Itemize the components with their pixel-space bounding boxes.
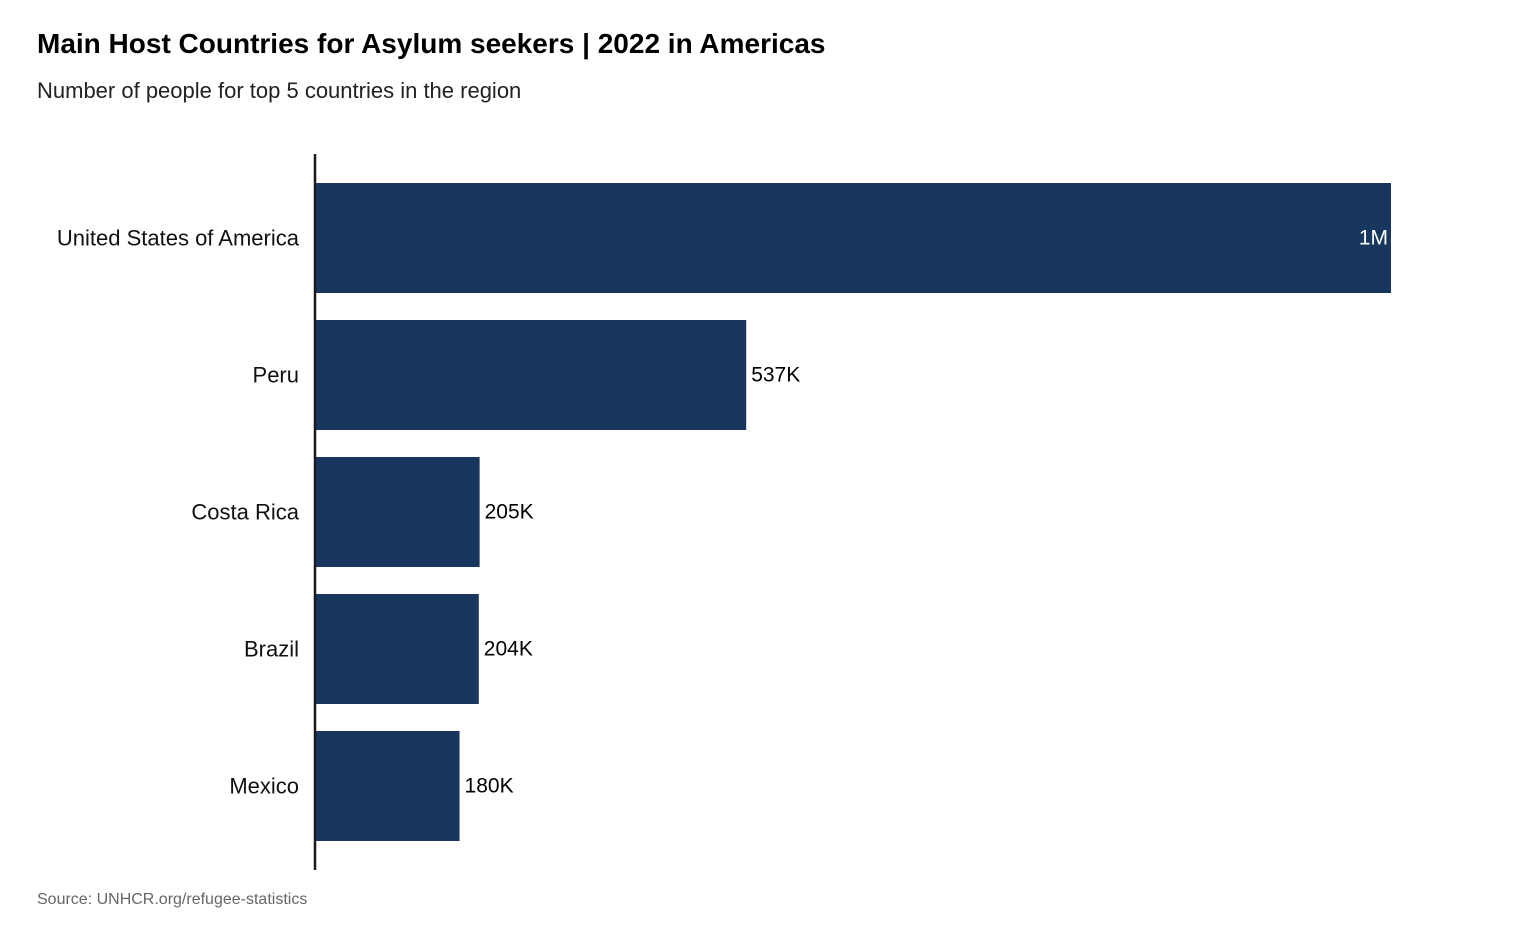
bar-brazil — [315, 594, 479, 704]
category-label: Peru — [253, 363, 299, 388]
category-label: Brazil — [244, 637, 299, 662]
bar-mexico — [315, 731, 460, 841]
data-label: 204K — [484, 638, 533, 661]
category-label: United States of America — [57, 226, 300, 251]
category-label: Mexico — [229, 774, 299, 799]
source-note: Source: UNHCR.org/refugee-statistics — [37, 891, 308, 908]
bar-united-states-of-america — [315, 183, 1391, 293]
chart-subtitle: Number of people for top 5 countries in … — [37, 78, 522, 103]
bar-costa-rica — [315, 457, 480, 567]
category-label: Costa Rica — [191, 500, 299, 525]
data-label: 1M — [1359, 227, 1388, 250]
data-label: 537K — [751, 364, 800, 387]
data-label: 180K — [465, 775, 514, 798]
chart-title: Main Host Countries for Asylum seekers |… — [37, 28, 826, 59]
data-label: 205K — [485, 501, 534, 524]
bar-peru — [315, 320, 747, 430]
